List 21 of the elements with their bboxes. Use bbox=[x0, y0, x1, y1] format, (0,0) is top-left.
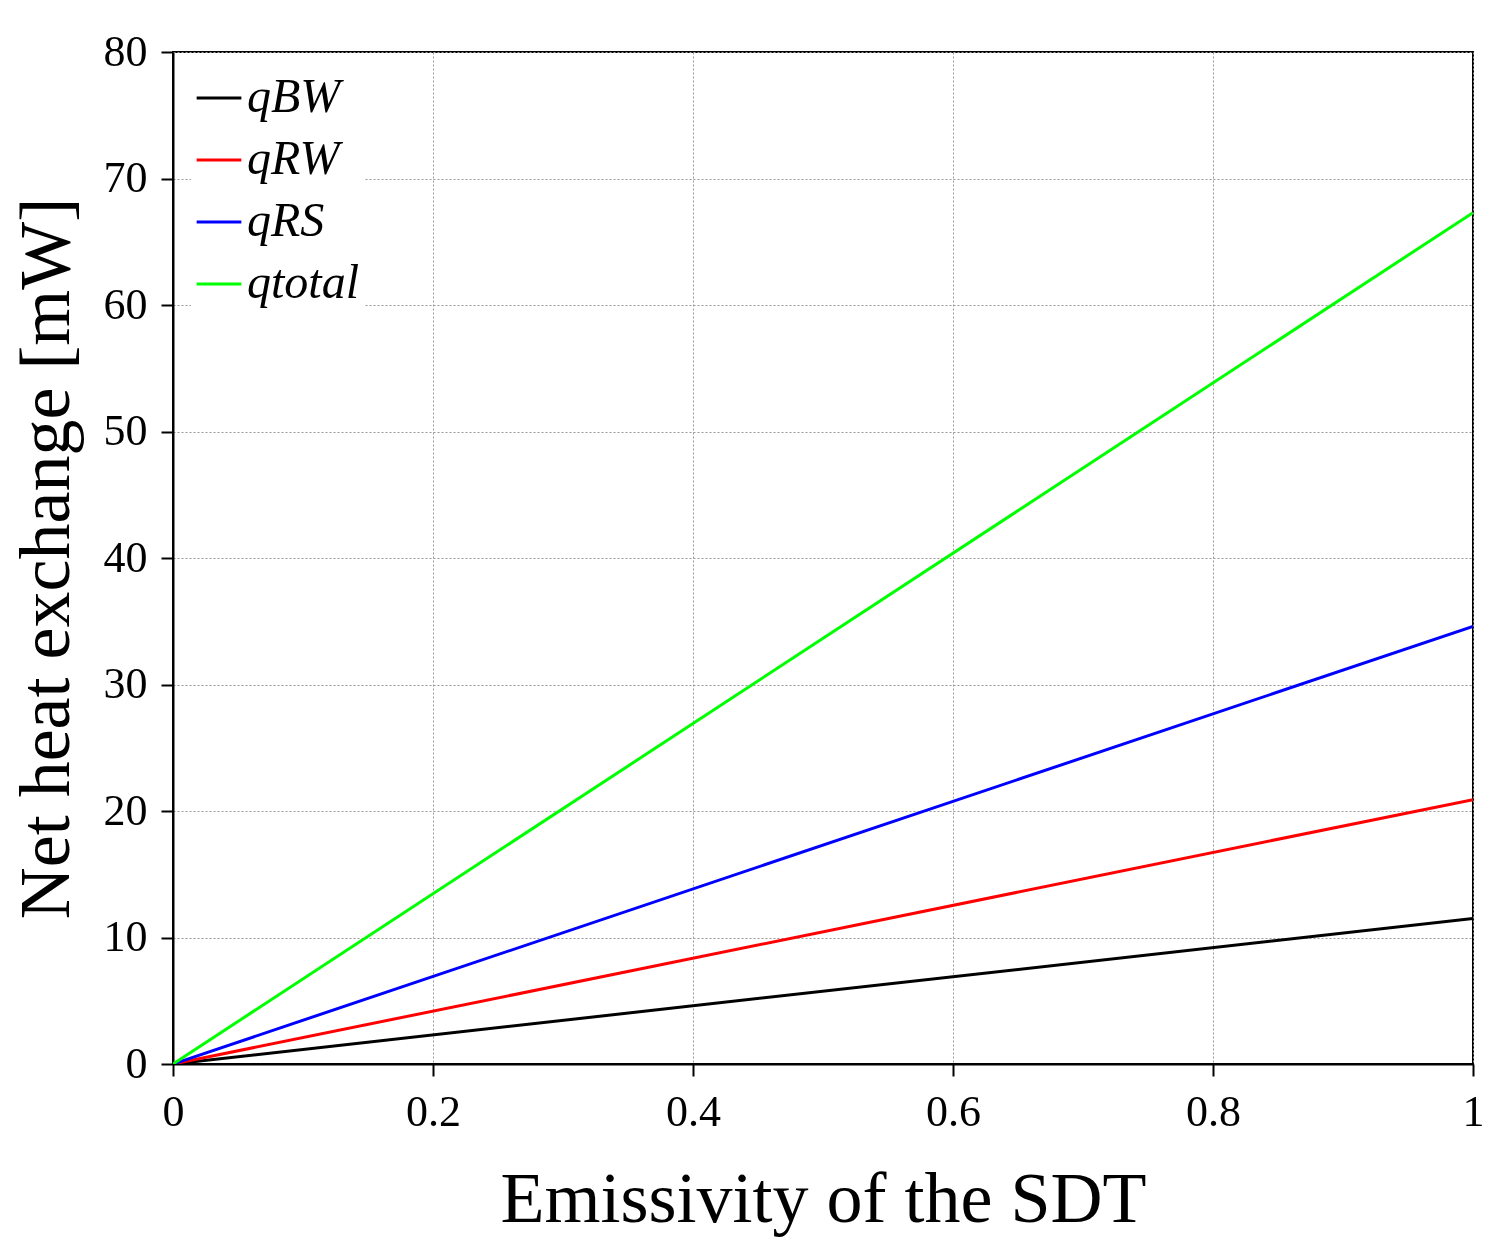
legend-label: qRS bbox=[247, 193, 325, 246]
x-axis-title: Emissivity of the SDT bbox=[500, 1157, 1147, 1238]
y-tick-label: 40 bbox=[103, 532, 148, 582]
legend-label: qtotal bbox=[247, 255, 360, 308]
y-tick-label: 60 bbox=[103, 279, 148, 329]
y-tick-label: 30 bbox=[103, 659, 148, 708]
y-tick-label: 0 bbox=[125, 1038, 148, 1088]
x-tick-label: 1 bbox=[1462, 1086, 1485, 1136]
x-tick-label: 0.8 bbox=[1186, 1086, 1241, 1136]
y-tick-label: 20 bbox=[103, 785, 148, 835]
y-tick-label: 10 bbox=[103, 912, 148, 961]
legend-label: qRW bbox=[247, 131, 344, 184]
legend-label: qBW bbox=[247, 69, 345, 122]
y-tick-label: 50 bbox=[103, 406, 148, 455]
y-tick-label: 70 bbox=[103, 153, 148, 202]
x-tick-label: 0.2 bbox=[406, 1086, 461, 1136]
y-tick-label: 80 bbox=[103, 26, 148, 76]
y-axis-title: Net heat exchange [mW] bbox=[4, 197, 85, 920]
x-tick-label: 0 bbox=[162, 1086, 185, 1136]
x-tick-label: 0.4 bbox=[666, 1086, 721, 1136]
x-tick-label: 0.6 bbox=[926, 1086, 981, 1136]
